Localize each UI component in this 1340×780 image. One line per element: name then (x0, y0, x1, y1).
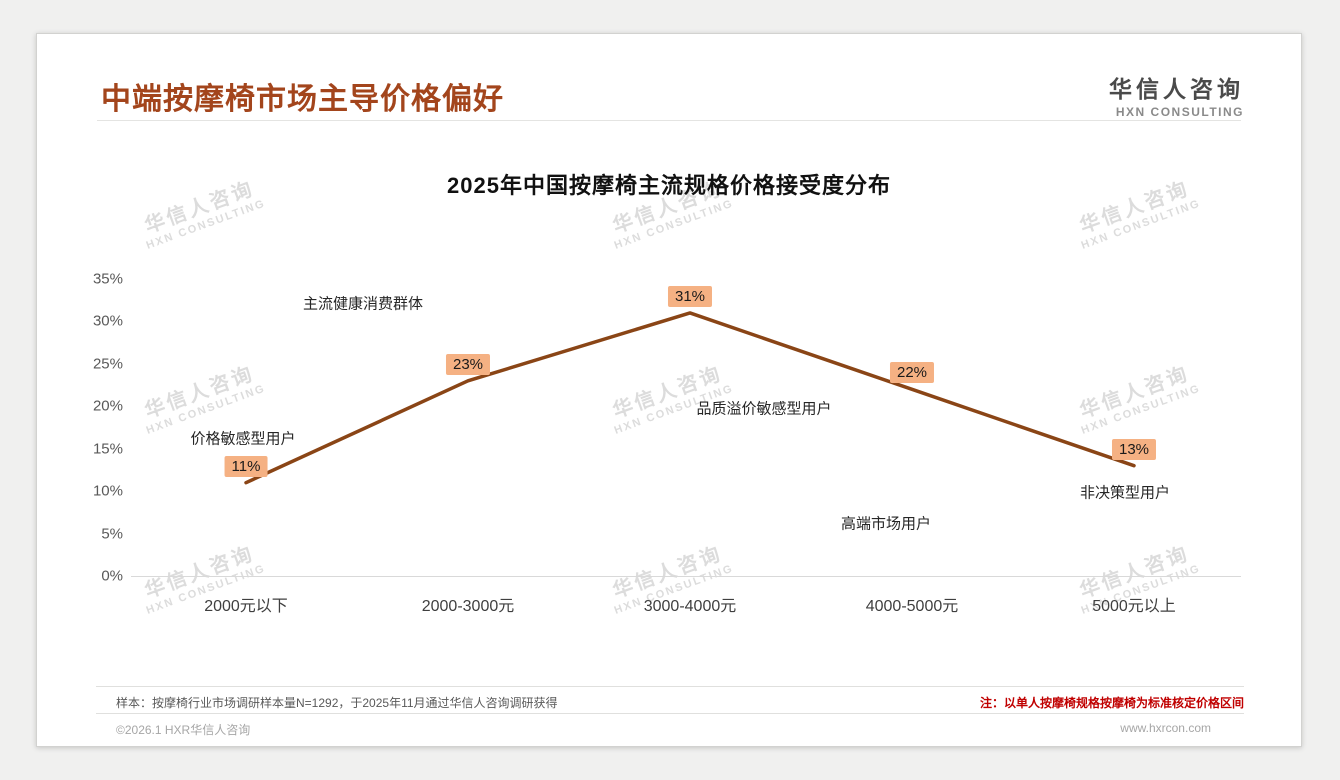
report-card: 华信人咨询 HXN CONSULTING 华信人咨询 HXN CONSULTING 华信… (36, 33, 1302, 747)
annotation: 品质溢价敏感型用户 (696, 400, 832, 418)
footer-divider-bottom (96, 713, 1244, 714)
website-text: www.hxrcon.com (1120, 721, 1211, 735)
company-logo-subtitle: HXN CONSULTING (1115, 105, 1244, 119)
annotation: 价格敏感型用户 (190, 430, 296, 448)
company-logo-name: 华信人咨询 (1109, 76, 1244, 102)
annotation: 高端市场用户 (840, 515, 932, 533)
y-tick-label: 35% (92, 270, 123, 288)
data-label: 22% (889, 362, 935, 384)
annotation: 非决策型用户 (1079, 484, 1171, 502)
y-tick-label: 0% (101, 567, 123, 585)
y-tick-label: 25% (92, 355, 123, 373)
page-title: 中端按摩椅市场主导价格偏好 (101, 83, 504, 116)
x-axis-label: 2000元以下 (204, 598, 288, 615)
content-layer: 中端按摩椅市场主导价格偏好 华信人咨询 HXN CONSULTING 2025年… (37, 34, 1301, 746)
copyright-text: ©2026.1 HXR华信人咨询 (116, 723, 251, 737)
annotation: 主流健康消费群体 (302, 295, 424, 313)
sample-note: 样本：按摩椅行业市场调研样本量N=1292，于2025年11月通过华信人咨询调研… (116, 696, 558, 710)
footer-divider-top (96, 686, 1244, 687)
data-label: 23% (445, 353, 491, 375)
x-axis-label: 2000-3000元 (421, 598, 515, 615)
price-definition-note: 注：以单人按摩椅规格按摩椅为标准核定价格区间 (979, 696, 1244, 710)
header-divider (97, 120, 1241, 121)
x-axis-line (131, 576, 1241, 577)
y-tick-label: 15% (92, 440, 123, 458)
x-axis-label: 5000元以上 (1092, 598, 1176, 615)
y-tick-label: 20% (92, 397, 123, 415)
x-axis-label: 4000-5000元 (865, 598, 959, 615)
data-label: 11% (224, 455, 268, 477)
y-tick-label: 5% (101, 525, 123, 543)
y-tick-label: 10% (92, 482, 123, 500)
trend-line (244, 311, 1136, 485)
y-tick-label: 30% (92, 312, 123, 330)
x-axis-label: 3000-4000元 (643, 598, 737, 615)
data-label: 31% (667, 285, 713, 307)
company-logo: 华信人咨询 HXN CONSULTING (1109, 70, 1244, 119)
data-label: 13% (1111, 438, 1157, 460)
line-chart: 0% 5% 10% 15% 20% 25% 30% 35% 2000元以下 2000-3000元 3… (37, 34, 1301, 746)
chart-title: 2025年中国按摩椅主流规格价格接受度分布 (447, 173, 891, 198)
